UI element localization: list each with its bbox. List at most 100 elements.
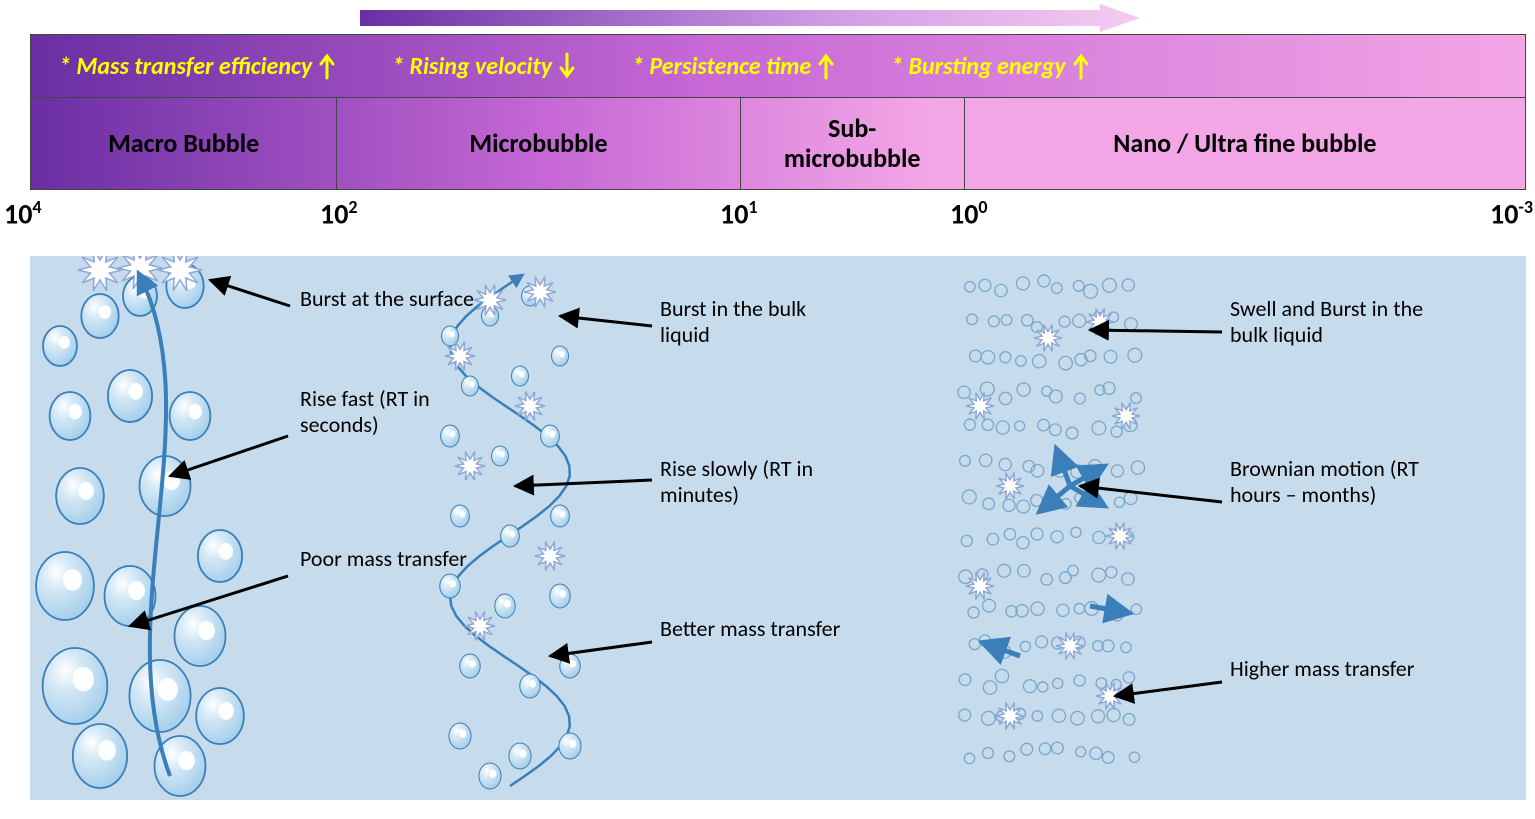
bubble [170, 392, 211, 440]
annotation-arrow [210, 280, 290, 306]
nano-bubble [1111, 465, 1123, 477]
nano-bubble [1059, 316, 1070, 327]
annotation-text: Brownian motion (RT hours – months) [1230, 456, 1430, 509]
nano-bubble [1020, 641, 1030, 651]
burst-icon [515, 392, 545, 421]
nano-bubble [998, 564, 1011, 577]
nano-bubble [1075, 493, 1086, 504]
arrow-up-icon [817, 52, 835, 80]
burst-icon [158, 256, 202, 291]
nano-bubble [1122, 573, 1134, 585]
micro-rise-path [450, 276, 570, 786]
nano-bubble [1075, 354, 1087, 366]
bubble [81, 294, 118, 338]
bubble [560, 654, 580, 678]
nano-bubble [1113, 527, 1125, 539]
annotation-text: Better mass transfer [660, 616, 860, 642]
bubble [551, 505, 570, 527]
nano-bubble [1106, 567, 1117, 578]
nano-bubble [1093, 641, 1103, 651]
nano-bubble [1033, 354, 1046, 367]
burst-icon [1112, 403, 1140, 430]
bubble [520, 674, 540, 698]
nano-bubble [996, 421, 1009, 434]
nano-bubble [968, 607, 979, 618]
nano-bubble [1049, 390, 1062, 403]
property-label: * Mass transfer efficiency [59, 52, 312, 81]
nano-bubble [1017, 537, 1029, 549]
nano-bubble [958, 386, 970, 398]
category-bar: Macro BubbleMicrobubbleSub-microbubbleNa… [30, 98, 1526, 190]
top-gradient-arrow [360, 4, 1140, 32]
arrow-up-icon [1072, 52, 1090, 80]
brownian-arrow [1090, 606, 1125, 612]
nano-bubble [979, 635, 990, 646]
scale-tick: 101 [720, 196, 758, 231]
nano-bubble [1052, 742, 1064, 754]
nano-bubble [959, 709, 971, 721]
nano-bubble [1068, 565, 1079, 576]
bubble [36, 552, 94, 620]
burst-icon [1034, 325, 1062, 352]
burst-icon [455, 452, 485, 481]
nano-bubble [1073, 314, 1086, 327]
nano-bubble [977, 569, 988, 580]
nano-bubble [995, 284, 1007, 296]
bubble [552, 346, 569, 366]
nano-bubble [1031, 494, 1043, 506]
burst-icon [1096, 683, 1124, 710]
category-cell: Macro Bubble [31, 98, 337, 189]
nano-bubble [1074, 393, 1085, 404]
nano-bubble [1039, 743, 1051, 755]
nano-bubble [1042, 386, 1052, 396]
nano-bubble [1016, 277, 1029, 290]
nano-bubble [987, 533, 999, 545]
nano-bubble [1066, 427, 1078, 439]
nano-bubble [1076, 747, 1086, 757]
nano-bubble [1096, 678, 1107, 689]
nano-bubble [983, 681, 996, 694]
nano-bubble [1017, 500, 1030, 513]
nano-bubble [1031, 464, 1044, 477]
nano-bubble [979, 454, 991, 466]
nano-bubble [1131, 604, 1141, 614]
nano-bubble [1000, 352, 1011, 363]
nano-bubble [1004, 528, 1015, 539]
nano-bubble [1084, 284, 1098, 298]
nano-bubble [1103, 278, 1117, 292]
macro-rise-path [140, 276, 170, 776]
property-item: * Rising velocity [392, 52, 576, 81]
nano-bubble [1054, 465, 1067, 478]
nano-bubble [1129, 752, 1139, 762]
nano-bubble [1111, 679, 1121, 689]
burst-icon [118, 256, 162, 289]
nano-bubble [995, 669, 1008, 682]
bubble [559, 733, 581, 759]
nano-bubble [983, 599, 996, 612]
nano-bubble [1031, 528, 1043, 540]
burst-icon [1056, 633, 1084, 660]
burst-icon [535, 542, 565, 571]
nano-bubble [1102, 752, 1114, 764]
nano-bubble [1060, 572, 1072, 584]
nano-bubble [959, 570, 972, 583]
property-item: * Persistence time [632, 52, 835, 81]
bubble [442, 326, 459, 346]
nano-bubble [1090, 747, 1102, 759]
nano-bubble [981, 351, 994, 364]
nano-bubble [1016, 356, 1027, 367]
nano-bubble [1052, 637, 1064, 649]
property-bar: * Mass transfer efficiency * Rising veloc… [30, 34, 1526, 98]
nano-bubble [1131, 393, 1142, 404]
nano-bubble [1074, 603, 1084, 613]
nano-bubble [999, 392, 1011, 404]
nano-bubble [1089, 460, 1102, 473]
burst-icon [966, 573, 994, 600]
nano-bubble [1003, 499, 1015, 511]
nano-bubble [1036, 636, 1048, 648]
bubble [440, 574, 460, 598]
brownian-arrow [986, 644, 1020, 656]
nano-bubble [1049, 424, 1061, 436]
annotation-arrow [1115, 682, 1222, 696]
nano-bubble [1092, 421, 1106, 435]
